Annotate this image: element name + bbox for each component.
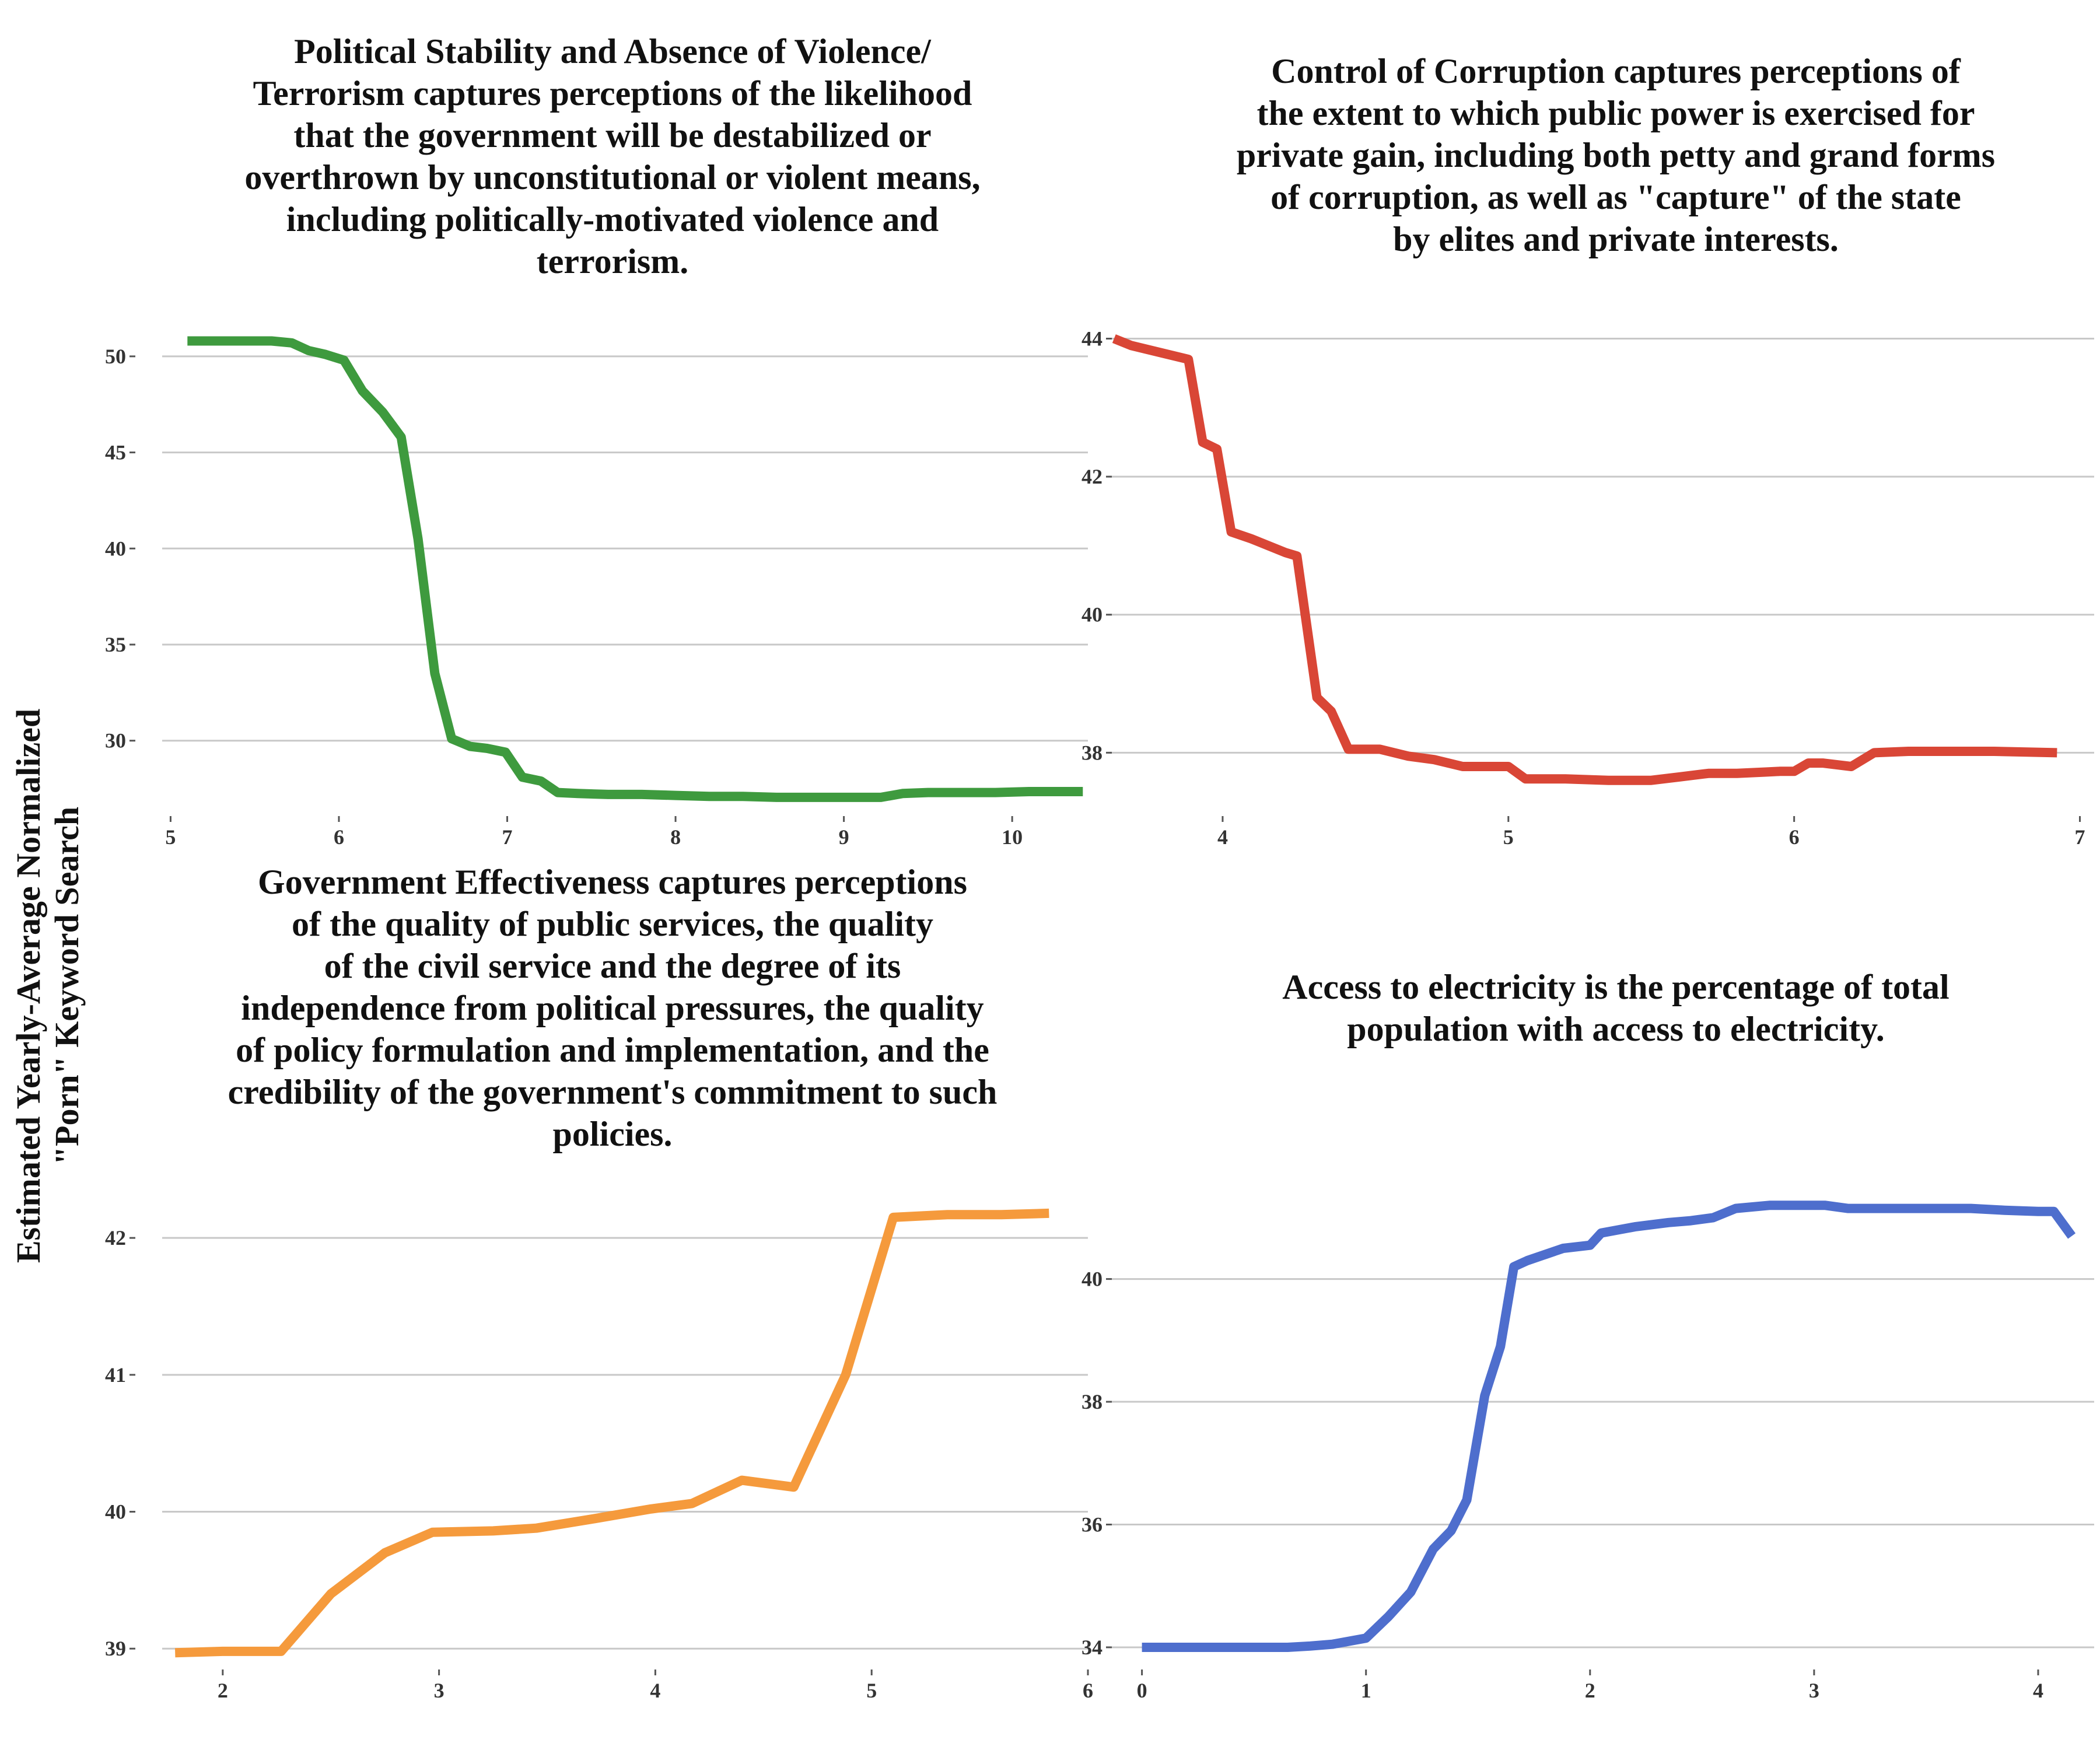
x-tick-label: 2 xyxy=(1585,1679,1595,1702)
series-line xyxy=(1142,1200,2076,1652)
y-tick-label: 40 xyxy=(1082,603,1102,626)
y-tick-label: 40 xyxy=(105,537,126,560)
y-tick-label: 41 xyxy=(105,1363,126,1387)
x-tick-label: 3 xyxy=(1809,1679,1819,1702)
y-tick-label: 39 xyxy=(105,1637,126,1660)
chart-title-line: Political Stability and Absence of Viole… xyxy=(294,32,932,71)
y-tick-label: 34 xyxy=(1082,1636,1102,1659)
x-tick-label: 7 xyxy=(502,825,513,849)
series-line xyxy=(1112,334,2057,785)
y-axis-label-line: Estimated Yearly-Average Normalized xyxy=(9,709,47,1263)
y-tick-label: 40 xyxy=(1082,1268,1102,1291)
x-tick-label: 4 xyxy=(1217,825,1228,849)
y-tick-label: 50 xyxy=(105,345,126,368)
y-tick-label: 42 xyxy=(1082,465,1102,488)
chart-title-line: the extent to which public power is exer… xyxy=(1257,94,1975,132)
chart-panel-3: Government Effectiveness captures percep… xyxy=(105,863,1093,1702)
chart-title-line: overthrown by unconstitutional or violen… xyxy=(244,158,980,197)
x-tick-label: 6 xyxy=(334,825,344,849)
chart-title-line: population with access to electricity. xyxy=(1347,1010,1885,1048)
chart-title-line: Terrorism captures perceptions of the li… xyxy=(253,74,972,113)
chart-title-line: of policy formulation and implementation… xyxy=(236,1031,989,1069)
y-tick-label: 42 xyxy=(105,1226,126,1250)
y-tick-label: 30 xyxy=(105,729,126,752)
chart-title-line: private gain, including both petty and g… xyxy=(1237,136,1995,174)
chart-title-line: by elites and private interests. xyxy=(1393,220,1839,258)
chart-title-line: terrorism. xyxy=(537,242,688,281)
x-tick-label: 2 xyxy=(218,1679,228,1702)
x-tick-label: 6 xyxy=(1083,1679,1093,1702)
chart-panel-2: Control of Corruption captures perceptio… xyxy=(1082,52,2094,849)
y-tick-label: 36 xyxy=(1082,1513,1102,1536)
x-tick-label: 5 xyxy=(1503,825,1514,849)
x-tick-label: 5 xyxy=(165,825,176,849)
y-axis-label: Estimated Yearly-Average Normalized "Porn… xyxy=(9,709,86,1263)
chart-title-line: of corruption, as well as "capture" of t… xyxy=(1270,178,1961,216)
x-tick-label: 9 xyxy=(839,825,849,849)
chart-title-line: independence from political pressures, t… xyxy=(241,989,984,1027)
chart-title-line: of the civil service and the degree of i… xyxy=(324,947,901,985)
chart-title-line: Access to electricity is the percentage … xyxy=(1282,968,1949,1006)
y-tick-label: 35 xyxy=(105,633,126,656)
x-tick-label: 5 xyxy=(866,1679,877,1702)
x-tick-label: 1 xyxy=(1361,1679,1371,1702)
x-tick-label: 8 xyxy=(670,825,681,849)
series-line xyxy=(174,1208,1049,1658)
chart-title-line: that the government will be destabilized… xyxy=(293,116,931,155)
chart-title-line: credibility of the government's commitme… xyxy=(228,1073,998,1111)
y-tick-label: 38 xyxy=(1082,741,1102,764)
y-tick-label: 38 xyxy=(1082,1390,1102,1413)
series-line xyxy=(187,336,1083,802)
chart-title-line: Government Effectiveness captures percep… xyxy=(258,863,967,901)
y-tick-label: 44 xyxy=(1082,327,1102,350)
x-tick-label: 4 xyxy=(2033,1679,2043,1702)
x-tick-label: 7 xyxy=(2075,825,2085,849)
chart-panel-4: Access to electricity is the percentage … xyxy=(1082,968,2094,1702)
x-tick-label: 4 xyxy=(650,1679,660,1702)
chart-panel-1: Political Stability and Absence of Viole… xyxy=(105,32,1088,849)
chart-title-line: of the quality of public services, the q… xyxy=(292,905,933,943)
y-tick-label: 40 xyxy=(105,1500,126,1524)
x-tick-label: 3 xyxy=(434,1679,444,1702)
x-tick-label: 0 xyxy=(1137,1679,1147,1702)
x-tick-label: 6 xyxy=(1789,825,1800,849)
y-axis-label-line: "Porn" Keyword Search xyxy=(48,807,86,1165)
chart-title-line: Control of Corruption captures perceptio… xyxy=(1271,52,1961,90)
y-tick-label: 45 xyxy=(105,441,126,464)
chart-title-line: policies. xyxy=(553,1115,673,1153)
x-tick-label: 10 xyxy=(1002,825,1023,849)
chart-title-line: including politically-motivated violence… xyxy=(286,200,939,239)
